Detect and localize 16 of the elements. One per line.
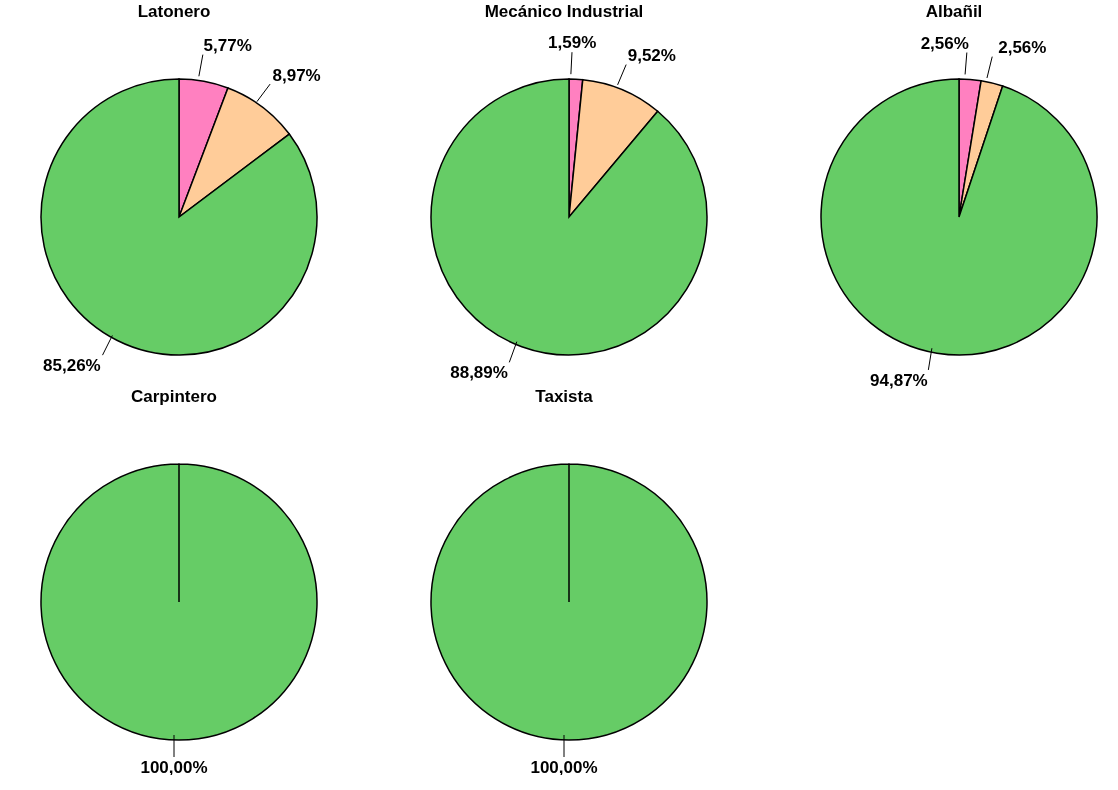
data-label: 94,87% — [870, 370, 928, 390]
chart-title: Albañil — [924, 2, 984, 22]
chart-title: Carpintero — [130, 387, 218, 407]
data-label: 8,97% — [272, 65, 321, 85]
data-label: 2,56% — [998, 37, 1047, 57]
data-label: 2,56% — [920, 33, 969, 53]
chart-title: Mecánico Industrial — [483, 2, 645, 22]
chart-title: Taxista — [534, 387, 594, 407]
data-label: 1,59% — [548, 33, 597, 53]
data-label: 100,00% — [530, 758, 598, 777]
data-label: 88,89% — [450, 363, 508, 383]
data-label: 5,77% — [203, 35, 252, 55]
data-label: 9,52% — [627, 45, 676, 65]
data-label: 100,00% — [140, 758, 208, 777]
chart-title: Latonero — [136, 2, 212, 22]
data-label: 85,26% — [43, 355, 101, 375]
